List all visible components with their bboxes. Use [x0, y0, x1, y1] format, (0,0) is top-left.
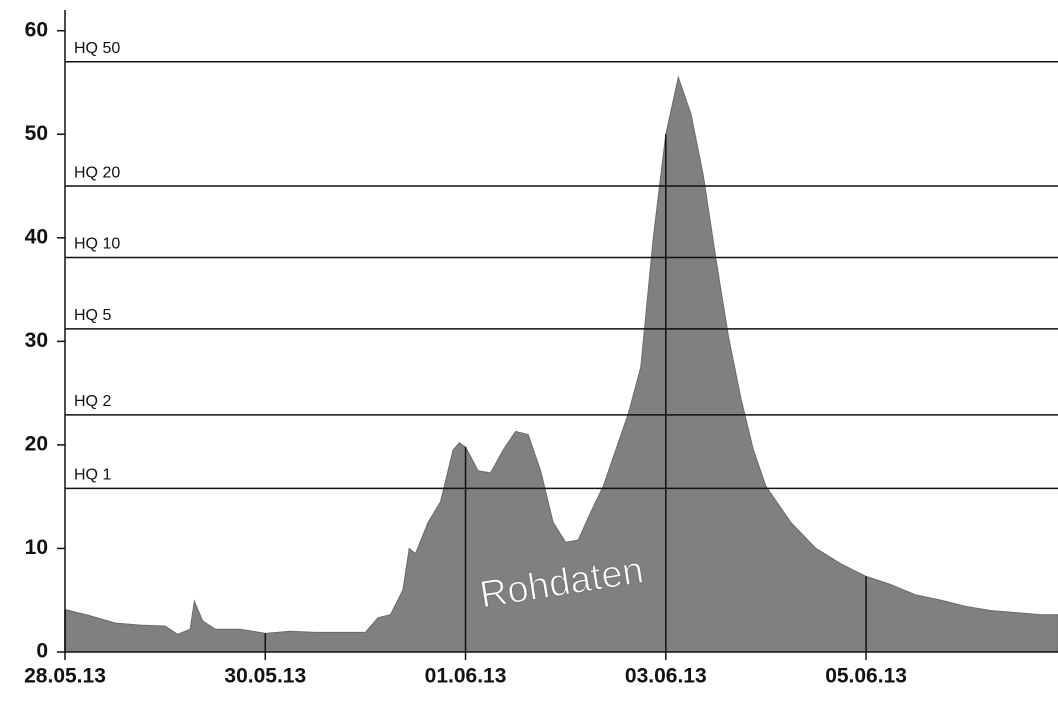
- x-tick-label: 03.06.13: [625, 665, 707, 688]
- reference-label: HQ 1: [74, 467, 111, 484]
- area: [64, 75, 1058, 653]
- y-tick-label: 0: [36, 640, 48, 663]
- reference-label: HQ 20: [74, 164, 120, 181]
- reference-label: HQ 5: [74, 307, 111, 324]
- y-tick-label: 10: [25, 536, 48, 559]
- reference-label: HQ 50: [74, 40, 120, 57]
- y-tick-label: 30: [25, 329, 48, 352]
- y-tick-label: 20: [25, 432, 48, 455]
- y-tick-label: 60: [25, 18, 48, 41]
- x-tick-label: 28.05.13: [24, 665, 106, 688]
- y-tick-label: 40: [25, 225, 48, 248]
- x-tick-label: 30.05.13: [224, 665, 306, 688]
- reference-label: HQ 2: [74, 393, 111, 410]
- reference-label: HQ 10: [74, 236, 120, 253]
- x-tick-label: 01.06.13: [425, 665, 507, 688]
- x-tick-label: 05.06.13: [825, 665, 907, 688]
- y-tick-label: 50: [25, 122, 48, 145]
